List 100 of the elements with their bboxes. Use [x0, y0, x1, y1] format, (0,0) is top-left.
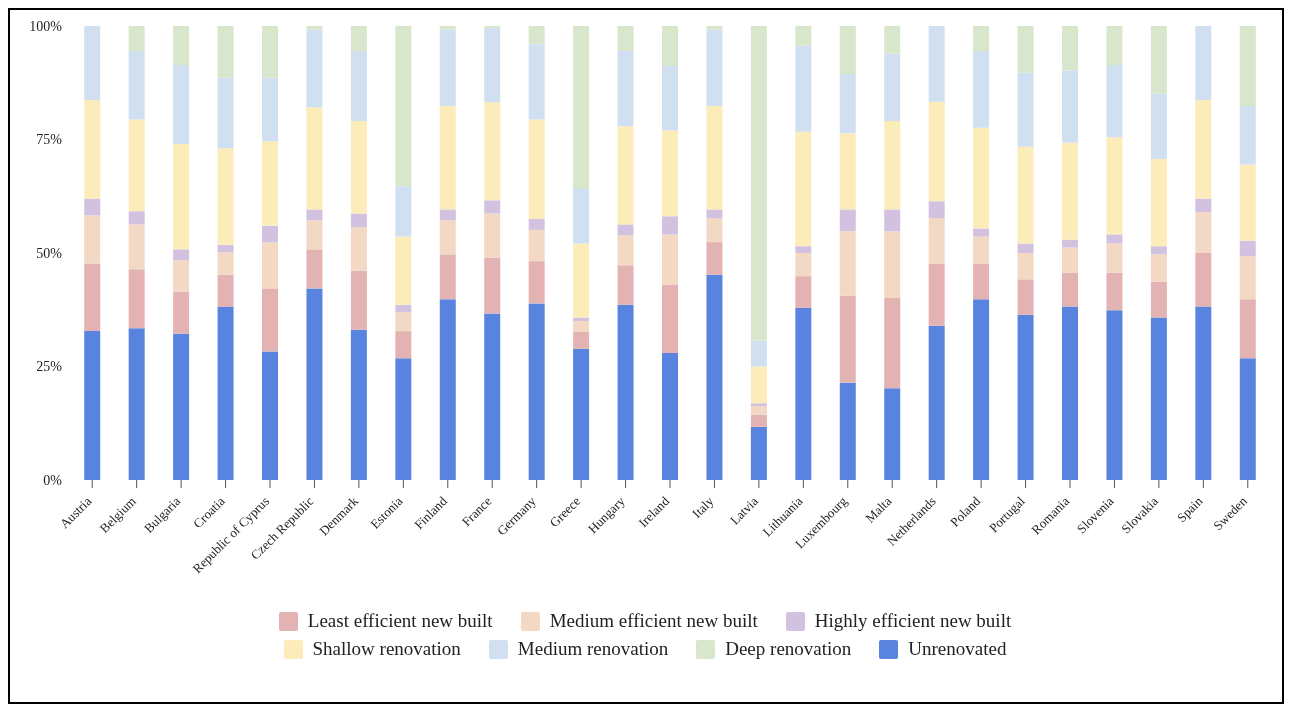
bar	[1195, 100, 1212, 199]
bar	[750, 340, 767, 367]
bar	[350, 120, 367, 214]
bar	[706, 274, 723, 480]
bar	[350, 50, 367, 121]
bar	[1150, 254, 1167, 282]
bar	[928, 263, 945, 326]
x-tick-label: Italy	[689, 493, 717, 521]
bar	[84, 198, 101, 216]
bar	[973, 299, 990, 480]
bar	[617, 224, 634, 236]
bar	[306, 249, 323, 289]
bar	[84, 26, 101, 100]
bar	[84, 215, 101, 264]
bar	[662, 130, 678, 217]
bar	[217, 306, 234, 480]
bar	[662, 216, 678, 235]
bar	[1239, 26, 1256, 106]
bar	[839, 26, 856, 75]
bar	[262, 141, 278, 226]
bar	[306, 26, 323, 30]
bar	[617, 26, 634, 51]
y-tick-label: 75%	[36, 132, 63, 148]
bar	[395, 26, 412, 187]
bar	[573, 321, 590, 332]
bar	[1239, 256, 1256, 300]
bar	[884, 231, 901, 298]
bar	[973, 26, 990, 51]
bar	[173, 144, 190, 250]
bar	[617, 126, 634, 225]
bar	[1195, 253, 1212, 307]
bar	[884, 120, 901, 210]
bar	[1106, 310, 1123, 480]
bar	[262, 26, 278, 78]
bar	[350, 270, 367, 330]
bar	[84, 100, 101, 199]
bar	[928, 325, 945, 480]
bar	[795, 131, 812, 247]
bar	[884, 388, 901, 480]
bar	[439, 29, 456, 106]
bar	[1150, 246, 1167, 255]
y-tick-label: 25%	[36, 359, 63, 375]
bar	[528, 261, 545, 304]
bar	[262, 77, 278, 142]
bar	[128, 211, 145, 225]
bar	[1017, 146, 1034, 244]
bar	[1239, 358, 1256, 480]
bar	[662, 234, 678, 285]
bar	[128, 224, 145, 270]
bar	[1195, 26, 1212, 100]
bar	[173, 260, 190, 292]
bar	[217, 274, 234, 307]
bar	[128, 26, 145, 51]
bar	[1017, 243, 1034, 253]
bar	[1106, 137, 1123, 235]
bar	[573, 348, 590, 480]
bar	[128, 50, 145, 120]
bar	[1106, 65, 1123, 138]
legend-label: Highly efficient new built	[813, 610, 1012, 632]
bar	[1062, 247, 1078, 273]
bar	[1239, 105, 1256, 165]
bar	[1062, 239, 1078, 248]
bar	[1017, 72, 1034, 147]
bar	[173, 291, 190, 334]
bar	[1195, 198, 1212, 213]
bar	[350, 26, 367, 51]
bar	[1106, 26, 1123, 66]
bar	[395, 236, 412, 305]
bar	[1017, 253, 1034, 280]
bar	[1062, 306, 1078, 480]
bar	[1239, 164, 1256, 241]
bar	[839, 209, 856, 232]
legend-label: Deep renovation	[724, 638, 852, 660]
bar	[928, 201, 945, 219]
bar	[173, 65, 190, 145]
bar	[173, 249, 190, 261]
bar	[350, 329, 367, 480]
bar	[1239, 240, 1256, 257]
bar	[306, 288, 323, 480]
bar	[217, 77, 234, 149]
bar	[617, 265, 634, 305]
bar	[528, 44, 545, 120]
bar	[1150, 159, 1167, 247]
bar	[528, 229, 545, 262]
bar	[839, 231, 856, 296]
bar	[484, 213, 501, 258]
bar	[1150, 317, 1167, 480]
bar	[928, 26, 945, 102]
bar	[662, 65, 678, 131]
bar	[573, 243, 590, 318]
bar	[306, 209, 323, 221]
bar	[1106, 243, 1123, 273]
bar	[1017, 314, 1034, 480]
bar	[795, 26, 812, 46]
bar	[1239, 299, 1256, 359]
bar	[573, 188, 590, 244]
bar	[662, 352, 678, 480]
bar	[839, 382, 856, 480]
y-tick-label: 0%	[43, 472, 63, 488]
bar	[128, 269, 145, 329]
